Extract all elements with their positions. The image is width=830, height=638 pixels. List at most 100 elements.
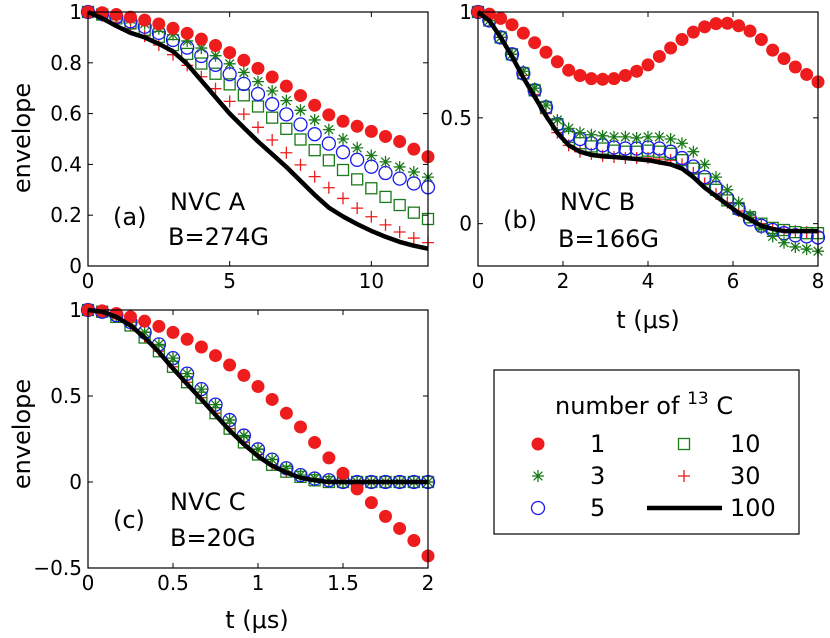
panel-a-series-1-point bbox=[279, 79, 293, 93]
panel-b-series-1-point bbox=[596, 72, 610, 86]
legend-entries: 1 3 5 10 30 100 bbox=[530, 430, 776, 522]
panel-a-series-30-point bbox=[308, 170, 321, 183]
panel-b-series-3-point bbox=[721, 183, 734, 196]
panel-c-field: B=20G bbox=[170, 524, 256, 552]
panel-b-ticks: 0 2 4 6 8 0 0.5 1 bbox=[440, 0, 824, 293]
panel-b-series-1-point bbox=[664, 41, 678, 55]
panel-a-series-10-point bbox=[393, 198, 406, 212]
panel-a-series-5-point bbox=[293, 117, 308, 132]
panel-b-series-3-point bbox=[540, 99, 552, 112]
panel-c-series-1-point bbox=[308, 435, 322, 449]
panel-b-series-1-point bbox=[641, 58, 655, 72]
panel-b-series-5-point bbox=[663, 144, 678, 159]
panel-c-series-1-point bbox=[336, 466, 350, 480]
panel-a-series-1-point bbox=[364, 124, 378, 138]
panel-c-series-1-point bbox=[379, 509, 392, 523]
panel-a-series-1-point bbox=[223, 46, 237, 60]
legend-title: number of 13 C bbox=[555, 382, 733, 420]
legend-title-sup: 13 bbox=[687, 389, 709, 409]
panel-a-series-30-point bbox=[322, 181, 335, 194]
panel-b-xtick-label: 6 bbox=[727, 269, 740, 293]
panel-a-series-1-point bbox=[379, 129, 392, 143]
panel-a-series-3-point bbox=[407, 166, 420, 179]
panel-b-series-1-point bbox=[505, 18, 519, 32]
panel-c-series-3-point bbox=[167, 352, 179, 365]
legend-title-text: number of bbox=[555, 392, 680, 420]
panel-b-series-3-point bbox=[619, 130, 632, 143]
panel-c-series-1-point bbox=[279, 406, 293, 420]
panel-b-letter: (b) bbox=[503, 206, 537, 234]
panel-a-series-5-point bbox=[265, 97, 280, 112]
panel-a-ytick-label: 0 bbox=[69, 254, 82, 278]
panel-b-series-3-point bbox=[710, 171, 722, 184]
panel-a-series-10-point bbox=[322, 154, 335, 167]
panel-a-series-5-point bbox=[406, 176, 421, 191]
panel-c-xtick-label: 0.5 bbox=[157, 571, 189, 595]
panel-a-series-30-point bbox=[294, 158, 307, 171]
panel-b-series-3-point bbox=[528, 82, 541, 95]
panel-a-series-30-point bbox=[237, 108, 250, 121]
panel-a-series-30-point bbox=[266, 134, 279, 147]
panel-c-letter: (c) bbox=[113, 506, 145, 534]
panel-b-series-1-point bbox=[573, 69, 587, 82]
panel-b-series-3-point bbox=[664, 133, 677, 145]
panel-a-series-5-point bbox=[250, 86, 266, 102]
panel-a-series-1-point bbox=[138, 13, 152, 27]
panel-c-series-3-point bbox=[195, 383, 208, 396]
panel-c-series-1-point bbox=[209, 349, 222, 363]
legend-marker-3 bbox=[532, 470, 544, 482]
panel-b-series-3-point bbox=[551, 113, 564, 126]
panel-a-series-1-point bbox=[109, 8, 123, 22]
panel-a-series-1-point bbox=[294, 89, 307, 103]
panel-a-series-10-point bbox=[195, 57, 208, 70]
panel-b-series-3-point bbox=[676, 137, 688, 150]
panel-c-series-3-point bbox=[209, 398, 222, 411]
panel-a-series-3-point bbox=[209, 49, 222, 62]
panel-a-series-3-point bbox=[294, 104, 307, 117]
panel-a-series-30-point bbox=[393, 225, 406, 238]
panel-a-series-3-point bbox=[181, 34, 194, 47]
panel-b-xtick-label: 4 bbox=[642, 269, 655, 293]
panel-a-series-5-point bbox=[321, 136, 336, 151]
panel-c-series-3-point bbox=[138, 326, 151, 339]
panel-c-series-1-point bbox=[265, 392, 279, 406]
legend-title-suffix: C bbox=[716, 392, 733, 420]
panel-a-series-5-point bbox=[364, 159, 379, 174]
panel-a-ytick-label: 1 bbox=[69, 0, 82, 24]
panel-b-series-3-point bbox=[608, 130, 620, 143]
panel-b-series-3-point bbox=[596, 129, 609, 142]
panel-b-series-1-point bbox=[709, 17, 723, 31]
panel-a-frame bbox=[87, 11, 429, 267]
panel-a-series-10-point bbox=[181, 47, 194, 61]
panel-a-series-3-point bbox=[280, 94, 293, 107]
panel-a-series-5-point bbox=[378, 165, 393, 181]
panel-b-series-3-point bbox=[517, 65, 530, 78]
panel-c-series-1-point bbox=[194, 340, 208, 354]
panel-b-xtick-label: 0 bbox=[472, 269, 485, 293]
panel-c-ytick-label: −0.5 bbox=[33, 556, 82, 580]
panel-a-series-1-point bbox=[194, 32, 208, 46]
panel-a-series-30-point bbox=[351, 202, 364, 215]
legend-label-30: 30 bbox=[730, 462, 761, 490]
panel-a-ytick-label: 0.6 bbox=[50, 102, 82, 126]
panel-c-series-1-point bbox=[364, 496, 378, 510]
panel-b-series-1-point bbox=[550, 55, 564, 69]
panel-a-series-3-point bbox=[308, 113, 321, 126]
panel-c-series-3-point bbox=[252, 443, 264, 456]
panel-a-series-30-point bbox=[223, 95, 236, 108]
legend-marker-10 bbox=[677, 437, 691, 451]
panel-a-series-1-point bbox=[166, 21, 180, 35]
panel-b-xtick-label: 8 bbox=[812, 269, 825, 293]
panel-c-series-3-point bbox=[266, 453, 279, 466]
panel-b-series-1-point bbox=[800, 67, 814, 81]
panel-a-series-5-point bbox=[350, 152, 365, 167]
panel-a-series-3-point bbox=[365, 149, 378, 162]
panel-a-series-10-point bbox=[365, 182, 378, 195]
panel-b-series-1-point bbox=[516, 26, 530, 40]
panel-b-series-5-point bbox=[686, 159, 701, 174]
panel-b-label: NVC B bbox=[560, 188, 635, 216]
panel-c-xlabel: t (μs) bbox=[225, 606, 289, 634]
panel-c-series-1-point bbox=[166, 325, 180, 339]
